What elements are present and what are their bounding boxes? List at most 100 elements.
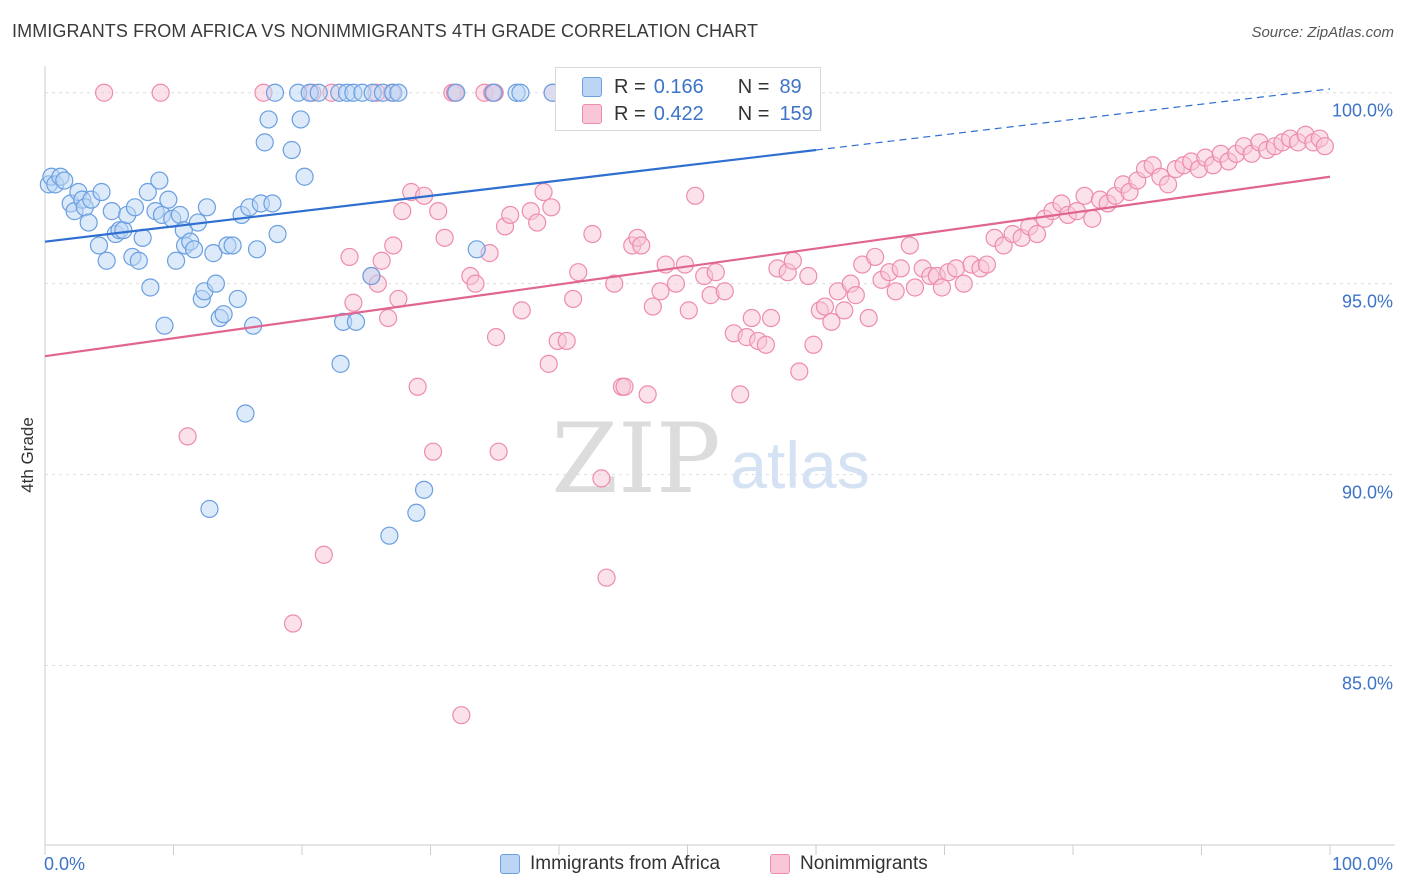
africa-legend-label: Immigrants from Africa — [530, 853, 721, 874]
y-axis-label: 4th Grade — [18, 417, 37, 493]
africa-swatch — [582, 77, 602, 97]
africa-point — [97, 251, 116, 270]
source-label: Source: ZipAtlas.com — [1251, 24, 1394, 41]
africa-point — [414, 480, 434, 499]
africa-point — [268, 224, 287, 244]
africa-point — [346, 312, 366, 331]
nonimmigrant-point — [866, 247, 885, 267]
africa-point — [331, 354, 350, 373]
africa-point — [484, 83, 503, 102]
nonimmigrant-point — [932, 278, 952, 297]
nonimmigrant-point — [583, 224, 602, 244]
nonimmigrant-point — [501, 205, 520, 225]
africa-point — [214, 305, 233, 324]
nonimmigrant-point — [891, 259, 910, 278]
nonimmigrant-point — [340, 247, 359, 267]
nonimmigrant-point — [486, 328, 506, 347]
stats-legend-row-nonimmigrants: R = 0.422 N = 159 — [556, 101, 813, 127]
nonimmigrant-point — [675, 255, 695, 274]
nonimmigrant-point — [429, 202, 448, 221]
nonimmigrant-point — [643, 297, 662, 316]
africa-point — [228, 289, 247, 309]
africa-point — [255, 133, 274, 152]
africa-point — [263, 194, 282, 213]
nonimmigrant-point — [1158, 175, 1178, 194]
africa-point — [447, 83, 466, 102]
africa-point — [309, 83, 328, 102]
africa-point — [236, 404, 255, 423]
africa-point — [282, 140, 301, 160]
africa-point — [125, 198, 145, 217]
africa-point — [197, 198, 217, 217]
africa-point — [511, 83, 530, 102]
africa-point — [380, 526, 399, 545]
africa-point — [138, 182, 157, 202]
nonimmigrant-point — [592, 469, 611, 488]
nonimmigrant-point — [1075, 186, 1094, 205]
n-label: N = — [737, 102, 770, 125]
africa-point — [467, 240, 486, 259]
nonimmigrant-point — [452, 706, 471, 725]
nonimmigrants-legend-swatch — [770, 854, 790, 874]
nonimmigrant-point — [1315, 137, 1334, 156]
africa-point — [184, 240, 204, 259]
series-legend-nonimmigrants: Nonimmigrants — [770, 852, 928, 876]
africa-point — [129, 251, 148, 270]
africa-point — [114, 221, 133, 240]
nonimmigrant-point — [731, 385, 750, 404]
nonimmigrant-point — [1083, 209, 1102, 228]
nonimmigrant-point — [384, 236, 403, 255]
nonimmigrant-point — [804, 335, 823, 354]
watermark-zip: ZIP — [551, 403, 720, 515]
africa-point — [204, 244, 223, 263]
x-tick-label-min: 0.0% — [44, 854, 85, 874]
nonimmigrant-point — [408, 377, 427, 396]
africa-point — [133, 228, 152, 247]
nonimmigrant-point — [761, 308, 781, 328]
nonimmigrant-point — [632, 236, 651, 255]
nonimmigrant-point — [569, 263, 588, 282]
nonimmigrant-point — [178, 427, 197, 446]
nonimmigrant-point — [666, 274, 686, 293]
africa-point — [170, 205, 190, 225]
r-label: R = — [614, 102, 646, 125]
africa-point — [265, 83, 285, 102]
nonimmigrant-point — [679, 301, 698, 320]
africa-point — [166, 251, 186, 270]
africa-point — [200, 499, 219, 519]
africa-point — [291, 110, 310, 129]
nonimmigrant-point — [344, 293, 363, 312]
r-value: 0.166 — [653, 75, 704, 98]
nonimmigrant-point — [378, 308, 398, 328]
africa-point — [407, 503, 426, 522]
nonimmigrant-point — [372, 251, 391, 270]
nonimmigrant-point — [534, 182, 553, 202]
nonimmigrant-point — [528, 213, 547, 232]
africa-point — [89, 236, 109, 255]
nonimmigrant-trend-line — [44, 175, 1331, 358]
africa-point — [206, 274, 226, 293]
africa-point — [223, 236, 242, 255]
y-tick-label: 95.0% — [1342, 292, 1393, 312]
africa-point — [141, 278, 160, 297]
nonimmigrant-point — [393, 202, 412, 221]
x-tick-label-max: 100.0% — [1332, 854, 1393, 874]
africa-point — [159, 190, 178, 209]
watermark-atlas: atlas — [730, 428, 869, 502]
africa-point — [102, 202, 121, 221]
nonimmigrant-point — [686, 186, 705, 205]
africa-legend-swatch — [500, 854, 520, 874]
nonimmigrant-point — [466, 274, 485, 293]
africa-trend-extension — [815, 88, 1331, 151]
nonimmigrant-point — [314, 545, 333, 564]
nonimmigrant-point — [512, 301, 531, 320]
africa-point — [295, 167, 314, 186]
nonimmigrant-point — [859, 308, 878, 328]
nonimmigrant-point — [542, 198, 561, 217]
series-legend-africa: Immigrants from Africa — [500, 852, 720, 876]
n-label: N = — [737, 75, 770, 98]
r-value: 0.422 — [653, 102, 704, 125]
nonimmigrant-point — [977, 255, 997, 274]
nonimmigrant-point — [564, 289, 583, 309]
